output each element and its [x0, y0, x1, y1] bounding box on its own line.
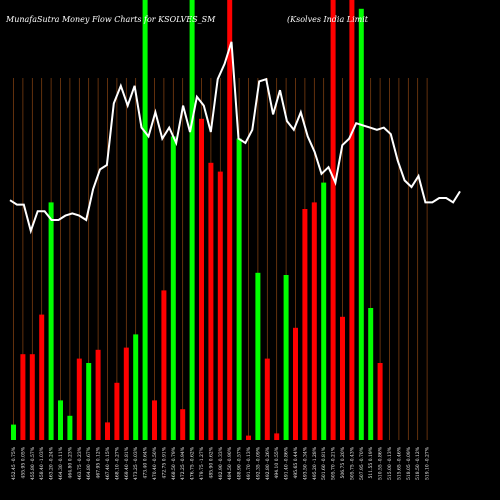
- money-flow-bar: [152, 400, 157, 440]
- money-flow-bar: [293, 327, 298, 440]
- money-flow-bar: [189, 0, 195, 440]
- x-tick-label: 510.55 -0.86%: [378, 446, 384, 480]
- money-flow-bar: [95, 349, 101, 440]
- x-tick-label: 455.80 -0.57%: [30, 446, 36, 480]
- x-tick-label: 492.35 -0.09%: [255, 446, 261, 480]
- money-flow-bar: [349, 0, 355, 440]
- x-tick-label: 518.05 -0.09%: [406, 446, 412, 480]
- money-flow-bar: [48, 202, 54, 440]
- money-flow-bar: [39, 314, 45, 440]
- x-tick-label: 519.10 -0.27%: [425, 446, 431, 480]
- x-tick-label: 470.40 -0.50%: [152, 446, 158, 480]
- x-tick-label: 493.50 -0.34%: [302, 446, 308, 480]
- x-tick-label: 468.50 -0.79%: [171, 446, 177, 480]
- money-flow-bar: [76, 358, 82, 440]
- money-flow-bar: [199, 118, 204, 441]
- money-flow-bar: [311, 202, 317, 440]
- money-flow-bar: [67, 415, 73, 440]
- x-tick-label: 452.45 -0.75%: [11, 446, 17, 480]
- money-flow-bar: [123, 347, 129, 440]
- x-tick-label: 488.90 -0.57%: [237, 446, 243, 480]
- x-tick-label: 464.30 -0.11%: [58, 446, 64, 480]
- x-tick-label: 518.50 -0.12%: [415, 446, 421, 480]
- money-flow-bar: [236, 138, 242, 440]
- x-tick-label: 469.40 -0.81%: [124, 446, 130, 480]
- x-tick-label: 472.25 -0.94%: [180, 446, 186, 480]
- x-tick-label: 485.90 0.62%: [208, 446, 214, 478]
- money-flow-bar: [29, 354, 35, 440]
- x-tick-label: 495.20 -1.28%: [312, 446, 318, 480]
- x-tick-label: 468.10 -0.27%: [114, 446, 120, 480]
- x-tick-label: 467.95 0.12%: [96, 446, 102, 478]
- x-tick-label: 494.10 0.55%: [274, 446, 280, 478]
- money-flow-bar: [133, 334, 139, 440]
- x-tick-label: 463.75 -0.23%: [77, 446, 83, 480]
- money-flow-bar: [217, 171, 223, 440]
- x-tick-label: 467.40 -0.15%: [105, 446, 111, 480]
- x-tick-label: 455.95 0.05%: [20, 446, 26, 478]
- money-flow-bar: [330, 0, 336, 440]
- x-tick-labels: 452.45 -0.75% 455.95 0.05% 455.80 -0.57% 45…: [11, 446, 431, 480]
- x-tick-label: 476.75 -0.62%: [190, 446, 196, 480]
- x-tick-label: 473.40 0.64%: [143, 446, 149, 478]
- x-tick-label: 515.00 -0.13%: [387, 446, 393, 480]
- chart-subtitle: (Ksolves India Limit: [287, 15, 369, 24]
- x-tick-label: 505.70 -0.21%: [331, 446, 337, 480]
- money-flow-bar: [161, 290, 167, 440]
- money-flow-bar: [114, 382, 120, 440]
- x-tick-label: 473.25 -0.03%: [133, 446, 139, 480]
- money-flow-bar: [58, 400, 63, 440]
- money-flow-bars: [11, 0, 383, 441]
- money-flow-bar: [142, 0, 148, 440]
- x-tick-label: 515.65 -0.46%: [396, 446, 402, 480]
- x-tick-label: 463.20 -0.24%: [49, 446, 55, 480]
- money-flow-bar: [264, 358, 270, 440]
- x-tick-label: 505.75 -0.43%: [349, 446, 355, 480]
- chart-title: MunafaSutra Money Flow Charts for KSOLVE…: [5, 15, 216, 24]
- x-tick-label: 495.65 0.44%: [293, 446, 299, 478]
- money-flow-bar: [255, 272, 261, 440]
- money-flow-bar: [321, 182, 327, 440]
- money-flow-bar: [283, 275, 289, 440]
- x-tick-label: 464.80 0.23%: [67, 446, 73, 478]
- x-tick-label: 492.80 -0.26%: [265, 446, 271, 480]
- x-tick-label: 472.75 0.91%: [161, 446, 167, 478]
- x-tick-label: 501.60 -0.81%: [321, 446, 327, 480]
- x-tick-label: 491.70 -0.13%: [246, 446, 252, 480]
- x-tick-label: 482.90 -0.33%: [218, 446, 224, 480]
- money-flow-bar: [340, 316, 345, 440]
- money-flow-bar: [274, 433, 280, 440]
- money-flow-bar: [20, 354, 26, 440]
- money-flow-bar: [180, 409, 186, 440]
- money-flow-bar: [358, 8, 364, 441]
- x-tick-label: 506.75 0.20%: [340, 446, 346, 478]
- money-flow-bar: [170, 136, 176, 440]
- money-flow-bar: [11, 424, 16, 440]
- x-tick-label: 484.50 -0.90%: [227, 446, 233, 480]
- x-tick-label: 507.95 -0.70%: [359, 446, 365, 480]
- x-tick-label: 511.55 0.19%: [368, 446, 374, 478]
- x-tick-label: 464.80 -0.67%: [86, 446, 92, 480]
- money-flow-bar: [105, 422, 110, 440]
- x-tick-label: 491.40 -0.86%: [284, 446, 290, 480]
- money-flow-bar: [377, 363, 383, 440]
- money-flow-bar: [302, 209, 308, 440]
- money-flow-bar: [227, 0, 233, 440]
- price-line: [9, 41, 461, 235]
- x-tick-label: 458.40 -1.03%: [39, 446, 45, 480]
- money-flow-bar: [208, 162, 214, 441]
- money-flow-bar: [246, 435, 251, 440]
- money-flow-bar: [368, 308, 374, 440]
- money-flow-bar: [86, 363, 92, 440]
- x-tick-label: 479.75 -1.27%: [199, 446, 205, 480]
